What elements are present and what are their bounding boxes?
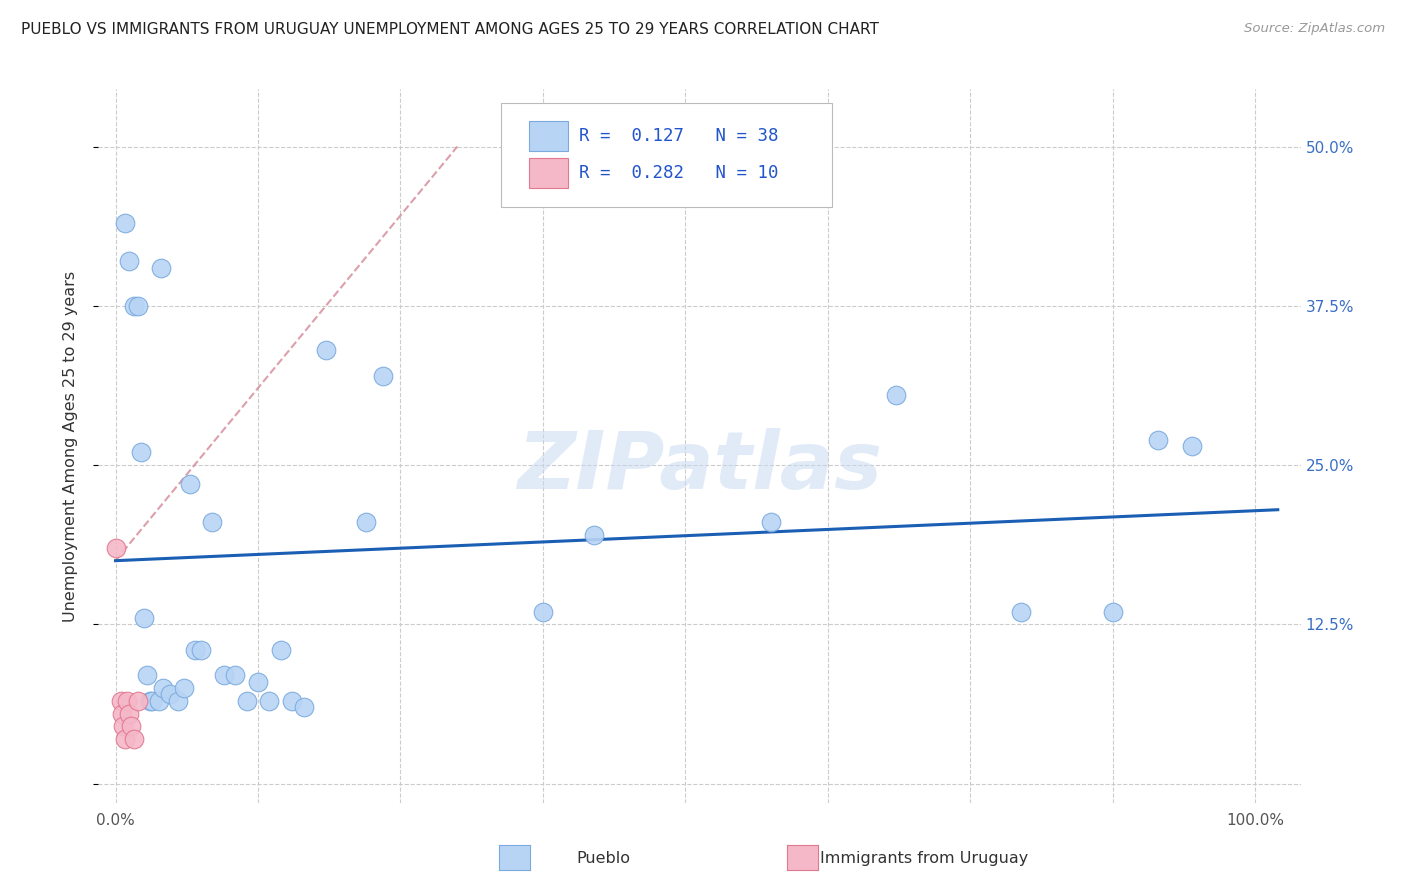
- Point: [1181, 439, 1204, 453]
- Point: [122, 732, 145, 747]
- Point: [114, 732, 136, 747]
- Point: [235, 694, 257, 708]
- FancyBboxPatch shape: [529, 159, 568, 188]
- Point: [138, 694, 160, 708]
- Point: [184, 643, 207, 657]
- Point: [259, 694, 281, 708]
- Point: [315, 343, 337, 358]
- Point: [121, 719, 143, 733]
- Point: [110, 694, 132, 708]
- Text: PUEBLO VS IMMIGRANTS FROM URUGUAY UNEMPLOYMENT AMONG AGES 25 TO 29 YEARS CORRELA: PUEBLO VS IMMIGRANTS FROM URUGUAY UNEMPL…: [21, 22, 879, 37]
- Point: [118, 254, 141, 268]
- Point: [167, 694, 190, 708]
- FancyBboxPatch shape: [529, 121, 568, 152]
- Text: Source: ZipAtlas.com: Source: ZipAtlas.com: [1244, 22, 1385, 36]
- Point: [127, 694, 149, 708]
- Point: [159, 688, 181, 702]
- Point: [1010, 605, 1032, 619]
- Point: [583, 528, 606, 542]
- Point: [1101, 605, 1123, 619]
- Point: [148, 694, 170, 708]
- Point: [212, 668, 235, 682]
- Point: [115, 694, 138, 708]
- Point: [129, 445, 152, 459]
- Point: [112, 719, 135, 733]
- Point: [114, 216, 136, 230]
- Point: [354, 516, 377, 530]
- FancyBboxPatch shape: [501, 103, 832, 207]
- Point: [132, 611, 155, 625]
- Point: [136, 668, 159, 682]
- Text: ZIPatlas: ZIPatlas: [517, 428, 882, 507]
- Point: [118, 706, 141, 721]
- Point: [759, 516, 782, 530]
- Point: [531, 605, 554, 619]
- Point: [201, 516, 224, 530]
- Point: [246, 674, 269, 689]
- Text: R =  0.282   N = 10: R = 0.282 N = 10: [579, 164, 779, 182]
- Point: [373, 368, 395, 383]
- Point: [127, 299, 149, 313]
- Point: [173, 681, 195, 695]
- Point: [179, 477, 201, 491]
- Point: [141, 694, 163, 708]
- Point: [292, 700, 315, 714]
- Point: [190, 643, 212, 657]
- Point: [122, 299, 145, 313]
- Text: Pueblo: Pueblo: [576, 851, 630, 865]
- Point: [111, 706, 134, 721]
- Text: R =  0.127   N = 38: R = 0.127 N = 38: [579, 128, 779, 145]
- Point: [270, 643, 292, 657]
- Point: [224, 668, 246, 682]
- Text: Immigrants from Uruguay: Immigrants from Uruguay: [820, 851, 1028, 865]
- Point: [1147, 433, 1170, 447]
- Point: [152, 681, 174, 695]
- Point: [104, 541, 127, 555]
- Point: [884, 388, 907, 402]
- Y-axis label: Unemployment Among Ages 25 to 29 years: Unemployment Among Ages 25 to 29 years: [63, 270, 77, 622]
- Point: [150, 260, 173, 275]
- Point: [281, 694, 304, 708]
